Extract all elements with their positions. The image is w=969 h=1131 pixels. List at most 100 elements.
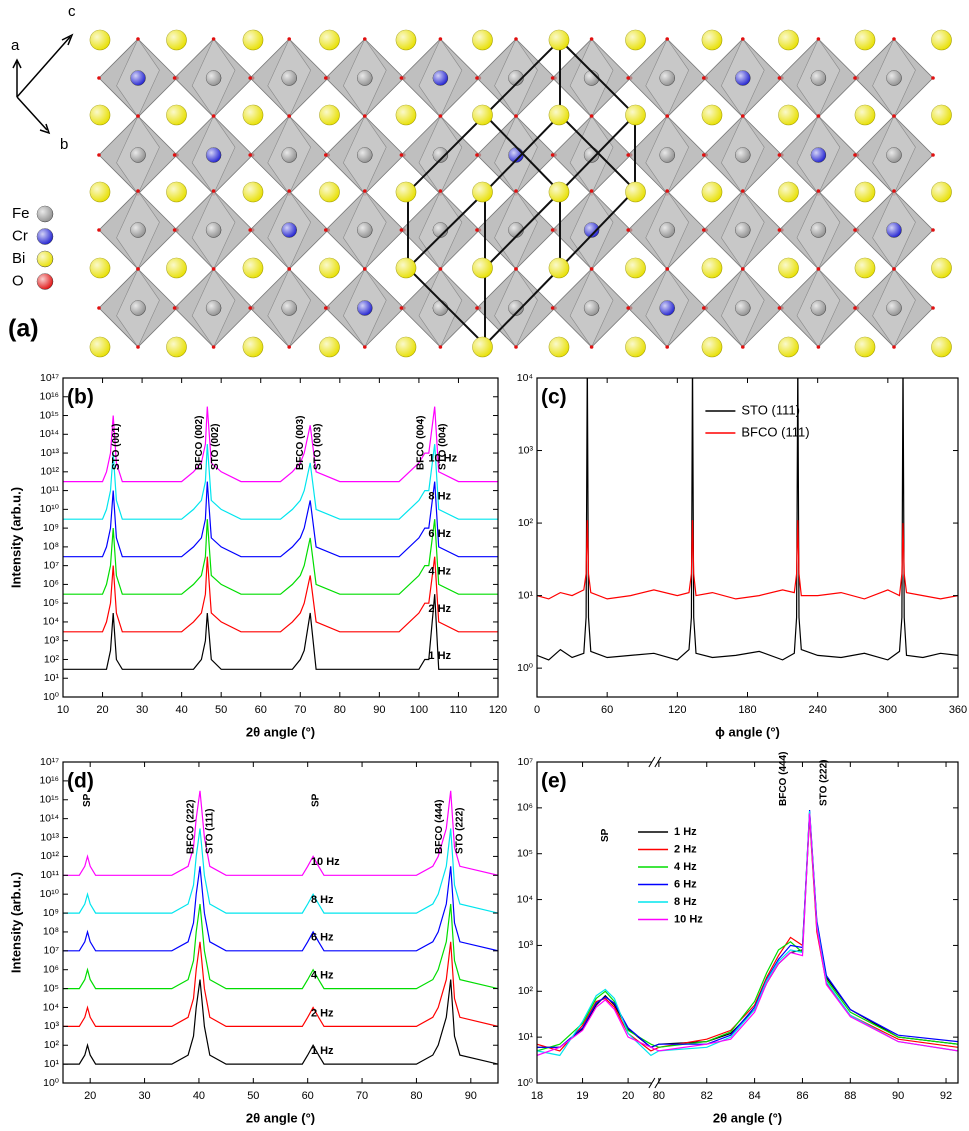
- atom-shine: [472, 258, 493, 278]
- o-atom: [741, 189, 745, 193]
- o-atom: [363, 267, 367, 271]
- x-tick-label: 19: [576, 1090, 588, 1102]
- y-tick-label: 10¹⁵: [39, 794, 59, 806]
- x-tick-label: 86: [796, 1090, 808, 1102]
- x-axis-label: ϕ angle (°): [715, 724, 780, 739]
- atom-shine: [206, 147, 222, 163]
- axis-break-gap: [651, 1081, 658, 1085]
- atom-shine: [281, 70, 297, 86]
- o-atom: [550, 153, 555, 157]
- x-axis-label: 2θ angle (°): [246, 724, 315, 739]
- atom-shine: [357, 70, 373, 86]
- peak-annotation: BFCO (222): [185, 800, 196, 854]
- o-atom: [853, 76, 857, 80]
- o-atom: [514, 114, 518, 118]
- x-tick-label: 84: [748, 1090, 760, 1102]
- y-tick-label: 10⁴: [517, 372, 533, 384]
- o-atom: [248, 76, 252, 80]
- o-atom: [550, 76, 555, 80]
- atom-shine: [659, 300, 675, 316]
- o-atom: [287, 345, 292, 349]
- atom-shine: [855, 105, 875, 125]
- atom-shine: [206, 222, 222, 238]
- y-tick-label: 10⁷: [44, 559, 60, 571]
- y-tick-label: 10¹⁴: [39, 428, 59, 440]
- legend-label: STO (111): [741, 402, 800, 417]
- o-atom: [816, 114, 821, 118]
- axes-arrows: [12, 33, 74, 135]
- legend-label: Fe: [12, 205, 30, 222]
- atom-shine: [735, 300, 751, 316]
- x-tick-label: 360: [949, 704, 967, 716]
- series-line: [63, 594, 498, 670]
- y-tick-label: 10¹¹: [40, 869, 59, 881]
- x-tick-label: 70: [294, 704, 306, 716]
- o-atom: [589, 37, 594, 41]
- series-line: [63, 556, 498, 633]
- atom-shine: [206, 300, 222, 316]
- atom-shine: [37, 206, 53, 222]
- atom-shine: [549, 182, 569, 202]
- x-tick-label: 110: [450, 704, 468, 716]
- o-atom: [172, 153, 177, 157]
- y-tick-label: 10¹³: [40, 831, 59, 843]
- atom-shine: [778, 182, 799, 202]
- x-tick-label: 18: [531, 1090, 543, 1102]
- atom-shine: [472, 105, 493, 125]
- o-atom: [626, 228, 630, 232]
- o-atom: [816, 267, 821, 271]
- o-atom: [136, 189, 140, 193]
- o-atom: [626, 76, 630, 80]
- series-label: 4 Hz: [428, 565, 451, 577]
- y-tick-label: 10¹⁵: [39, 409, 59, 421]
- peak-annotation: BFCO (002): [194, 416, 205, 470]
- x-tick-label: 40: [176, 704, 188, 716]
- atom-shine: [396, 337, 416, 357]
- o-atom: [626, 306, 630, 310]
- panel-label: (e): [541, 770, 567, 793]
- atom-shine: [472, 182, 493, 202]
- o-atom: [136, 345, 140, 349]
- atom-shine: [810, 70, 826, 86]
- plot-area: [537, 809, 958, 1057]
- atom-shine: [396, 105, 416, 125]
- atom-shine: [625, 182, 646, 202]
- atom-shine: [855, 182, 875, 202]
- atom-shine: [243, 105, 263, 125]
- atom-shine: [702, 105, 722, 125]
- atom-shine: [549, 337, 569, 357]
- x-tick-label: 90: [465, 1090, 477, 1102]
- y-tick-label: 10⁶: [43, 578, 59, 590]
- o-atom: [324, 306, 328, 310]
- o-atom: [816, 37, 821, 41]
- peak-annotation: BFCO (003): [295, 416, 306, 470]
- y-tick-label: 10⁰: [43, 1077, 60, 1089]
- series-line: [537, 378, 958, 661]
- atom-shine: [472, 30, 493, 50]
- x-tick-label: 50: [215, 704, 227, 716]
- atom-shine: [357, 222, 373, 238]
- series-line: [63, 519, 498, 595]
- atom-shine: [702, 337, 722, 357]
- x-tick-label: 82: [701, 1090, 713, 1102]
- o-atom: [97, 76, 101, 80]
- atom-shine: [432, 70, 448, 86]
- o-atom: [777, 228, 782, 232]
- o-atom: [438, 345, 443, 349]
- y-tick-label: 10⁵: [43, 597, 59, 609]
- atom-shine: [166, 258, 187, 278]
- y-axis-label: Intensity (arb.u.): [8, 872, 23, 973]
- plot-frame: [62, 761, 499, 1084]
- o-atom: [514, 345, 518, 349]
- o-atom: [211, 189, 216, 193]
- y-axis-label: Intensity (arb.u.): [8, 487, 23, 588]
- x-tick-label: 0: [534, 704, 540, 716]
- plot-area: [63, 790, 498, 1065]
- o-atom: [853, 153, 857, 157]
- axis-c: c: [68, 3, 76, 20]
- peak-annotation: STO (222): [819, 760, 830, 807]
- x-tick-label: 10: [57, 704, 69, 716]
- series-line: [537, 811, 958, 1057]
- atom-shine: [432, 300, 448, 316]
